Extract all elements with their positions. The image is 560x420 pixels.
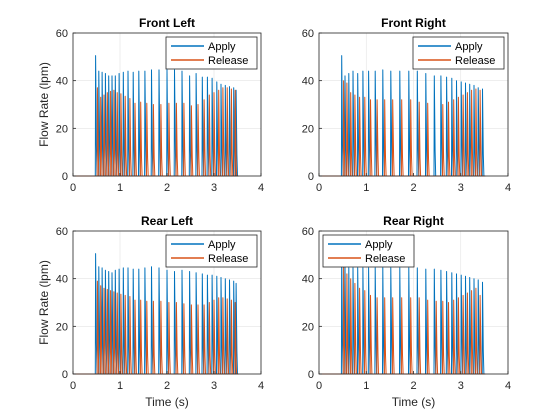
y-axis-label: Flow Rate (lpm) (37, 62, 51, 147)
x-tick-label: 3 (458, 380, 464, 392)
y-tick-label: 60 (56, 28, 68, 40)
x-tick-label: 2 (164, 380, 170, 392)
legend: Apply Release (165, 36, 258, 70)
legend-label-release: Release (208, 253, 248, 265)
x-tick-label: 4 (258, 182, 264, 194)
y-tick-label: 40 (56, 274, 68, 286)
y-tick-label: 40 (302, 76, 314, 88)
legend-label-apply: Apply (365, 239, 393, 251)
x-tick-label: 3 (211, 380, 217, 392)
chart-title: Front Left (139, 16, 195, 30)
y-tick-label: 40 (302, 274, 314, 286)
x-tick-label: 2 (164, 182, 170, 194)
legend: Apply Release (412, 36, 505, 70)
y-tick-label: 0 (62, 369, 68, 381)
y-tick-label: 60 (56, 226, 68, 238)
legend-label-release: Release (365, 253, 405, 265)
legend-label-release: Release (208, 55, 248, 67)
x-tick-label: 1 (363, 182, 369, 194)
y-tick-label: 20 (302, 123, 314, 135)
y-tick-label: 60 (302, 226, 314, 238)
x-tick-label: 1 (363, 380, 369, 392)
y-tick-label: 20 (56, 123, 68, 135)
y-tick-label: 0 (308, 369, 314, 381)
legend-label-release: Release (455, 55, 495, 67)
x-tick-label: 4 (258, 380, 264, 392)
y-tick-label: 20 (302, 321, 314, 333)
chart-title: Front Right (381, 16, 446, 30)
x-tick-label: 0 (70, 182, 76, 194)
x-tick-label: 0 (316, 182, 322, 194)
x-tick-label: 3 (211, 182, 217, 194)
x-axis-label: Time (s) (145, 395, 189, 409)
x-tick-label: 3 (458, 182, 464, 194)
legend: Apply Release (165, 234, 258, 268)
legend-label-apply: Apply (455, 41, 483, 53)
x-tick-label: 4 (505, 182, 511, 194)
legend-box (322, 234, 415, 268)
y-tick-label: 0 (62, 171, 68, 183)
x-tick-label: 2 (410, 380, 416, 392)
y-axis-label: Flow Rate (lpm) (37, 260, 51, 345)
x-tick-label: 0 (70, 380, 76, 392)
y-tick-label: 40 (56, 76, 68, 88)
x-axis-label: Time (s) (392, 395, 436, 409)
y-tick-label: 20 (56, 321, 68, 333)
legend-box (165, 234, 258, 268)
chart-title: Rear Right (383, 214, 444, 228)
y-tick-label: 60 (302, 28, 314, 40)
x-tick-label: 1 (117, 380, 123, 392)
legend: Apply Release (322, 234, 415, 268)
x-tick-label: 2 (410, 182, 416, 194)
legend-box (412, 36, 505, 70)
x-tick-label: 0 (316, 380, 322, 392)
x-tick-label: 4 (505, 380, 511, 392)
legend-label-apply: Apply (208, 239, 236, 251)
legend-box (165, 36, 258, 70)
legend-label-apply: Apply (208, 41, 236, 53)
chart-title: Rear Left (141, 214, 193, 228)
y-tick-label: 0 (308, 171, 314, 183)
x-tick-label: 1 (117, 182, 123, 194)
series-line-release (319, 80, 486, 177)
